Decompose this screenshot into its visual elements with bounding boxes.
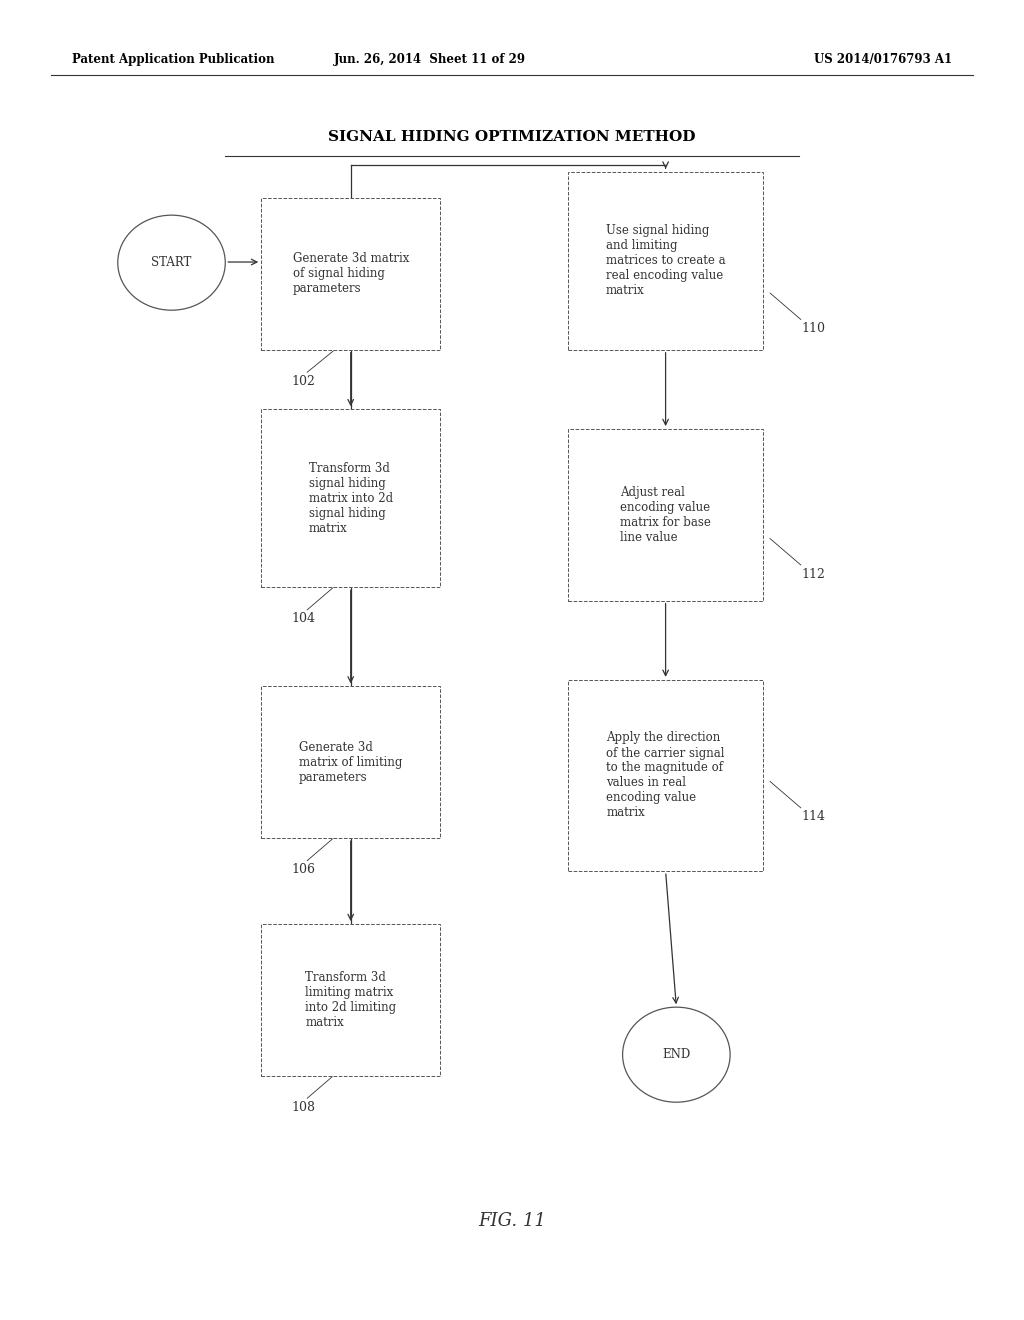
Text: Transform 3d
limiting matrix
into 2d limiting
matrix: Transform 3d limiting matrix into 2d lim…: [305, 972, 396, 1028]
Text: SIGNAL HIDING OPTIMIZATION METHOD: SIGNAL HIDING OPTIMIZATION METHOD: [329, 131, 695, 144]
Text: 108: 108: [292, 1101, 315, 1114]
Text: US 2014/0176793 A1: US 2014/0176793 A1: [814, 53, 952, 66]
Text: Adjust real
encoding value
matrix for base
line value: Adjust real encoding value matrix for ba…: [621, 486, 711, 544]
Ellipse shape: [118, 215, 225, 310]
Text: FIG. 11: FIG. 11: [478, 1212, 546, 1230]
Ellipse shape: [623, 1007, 730, 1102]
Text: 112: 112: [802, 568, 825, 581]
Text: 110: 110: [802, 322, 825, 335]
Text: Generate 3d matrix
of signal hiding
parameters: Generate 3d matrix of signal hiding para…: [293, 252, 409, 296]
Text: Patent Application Publication: Patent Application Publication: [72, 53, 274, 66]
Text: 104: 104: [292, 612, 315, 626]
Text: START: START: [152, 256, 191, 269]
Text: Transform 3d
signal hiding
matrix into 2d
signal hiding
matrix: Transform 3d signal hiding matrix into 2…: [308, 462, 393, 535]
FancyBboxPatch shape: [261, 686, 440, 838]
Text: Use signal hiding
and limiting
matrices to create a
real encoding value
matrix: Use signal hiding and limiting matrices …: [606, 224, 725, 297]
FancyBboxPatch shape: [261, 198, 440, 350]
FancyBboxPatch shape: [568, 429, 763, 601]
Text: END: END: [663, 1048, 690, 1061]
Text: 102: 102: [292, 375, 315, 388]
Text: Apply the direction
of the carrier signal
to the magnitude of
values in real
enc: Apply the direction of the carrier signa…: [606, 731, 725, 820]
Text: Generate 3d
matrix of limiting
parameters: Generate 3d matrix of limiting parameter…: [299, 741, 402, 784]
Text: 114: 114: [802, 810, 825, 824]
FancyBboxPatch shape: [568, 680, 763, 871]
Text: 106: 106: [292, 863, 315, 876]
Text: Jun. 26, 2014  Sheet 11 of 29: Jun. 26, 2014 Sheet 11 of 29: [334, 53, 526, 66]
FancyBboxPatch shape: [261, 924, 440, 1076]
FancyBboxPatch shape: [261, 409, 440, 587]
FancyBboxPatch shape: [568, 172, 763, 350]
